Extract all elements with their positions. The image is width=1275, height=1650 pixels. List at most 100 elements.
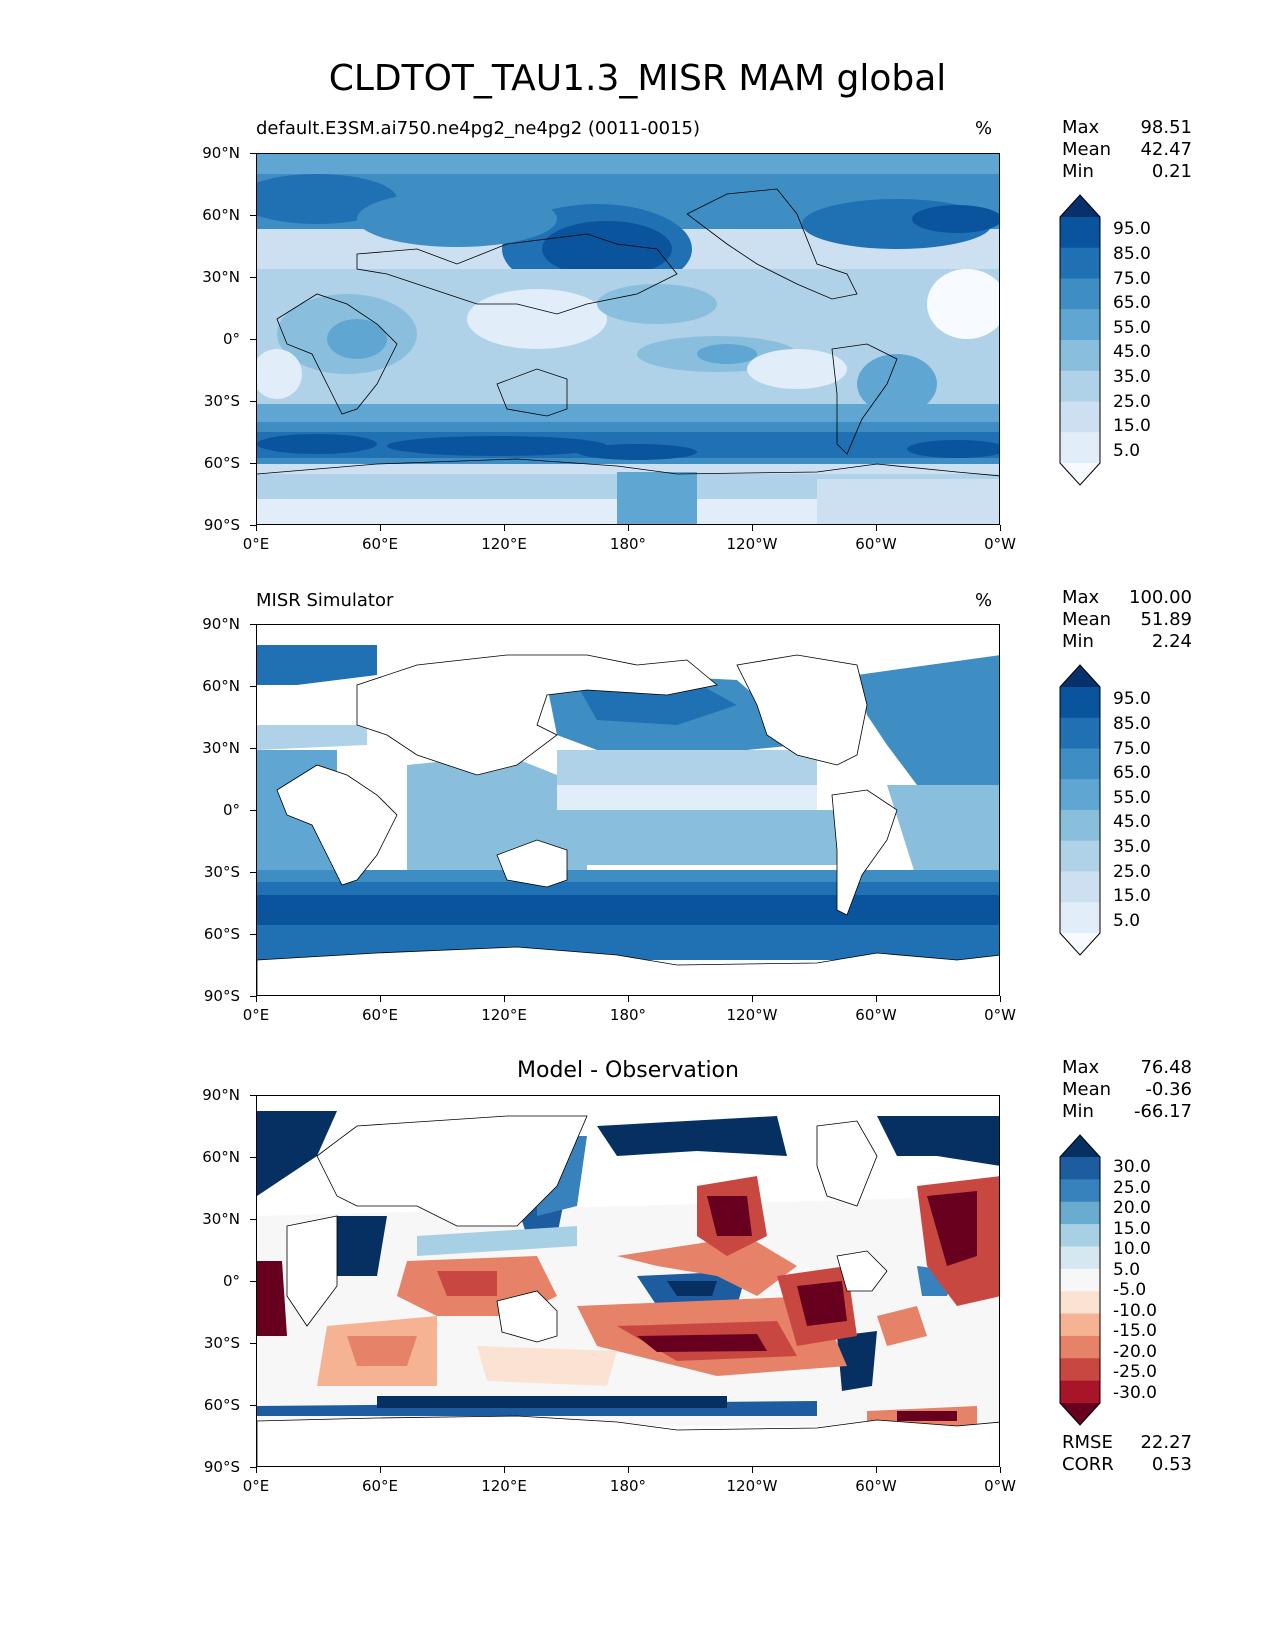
- lat-tick-label: 60°N: [202, 677, 240, 695]
- lat-tick-label: 30°N: [202, 268, 240, 286]
- colorbar-segment: [1060, 278, 1100, 310]
- colorbar-model: [1059, 194, 1104, 486]
- lon-tick-label: 120°E: [481, 535, 527, 553]
- lat-tick-label: 90°N: [202, 144, 240, 162]
- lat-tick: [250, 686, 256, 687]
- lon-tick: [876, 996, 877, 1002]
- lat-tick-label: 60°N: [202, 1148, 240, 1166]
- lon-tick: [504, 1467, 505, 1473]
- lat-tick: [250, 1095, 256, 1096]
- stat-label: Mean: [1062, 1079, 1112, 1100]
- colorbar-extend-min: [1060, 463, 1100, 485]
- colorbar-segment: [1060, 1246, 1100, 1270]
- stat-label: Mean: [1062, 609, 1112, 630]
- lon-tick-label: 180°: [609, 1477, 647, 1495]
- lat-tick: [250, 624, 256, 625]
- stat-value: 98.51: [1140, 117, 1192, 138]
- colorbar-segment: [1060, 217, 1100, 249]
- colorbar-level-label: -20.0: [1113, 1341, 1157, 1362]
- colorbar-level-label: 75.0: [1113, 738, 1151, 759]
- lon-tick: [504, 996, 505, 1002]
- lat-tick: [250, 748, 256, 749]
- stat-value: 0.21: [1151, 161, 1192, 182]
- lat-tick-label: 60°S: [203, 925, 240, 943]
- lon-tick: [752, 996, 753, 1002]
- colorbar-segment: [1060, 1268, 1100, 1292]
- stats-observation: Max 100.00 Mean 51.89 Min 2.24: [1062, 587, 1192, 653]
- colorbar-segment: [1060, 840, 1100, 872]
- land-mask: [257, 654, 999, 995]
- lat-tick-label: 0°: [222, 1272, 240, 1290]
- colorbar-level-label: 5.0: [1113, 440, 1141, 461]
- lon-tick: [380, 1467, 381, 1473]
- colorbar-outline: [1059, 1134, 1101, 1426]
- lon-tick: [380, 525, 381, 531]
- lat-tick-label: 0°: [222, 801, 240, 819]
- map-observation: [256, 624, 1000, 996]
- colorbar-segment: [1060, 1157, 1100, 1180]
- lon-tick-label: 60°E: [361, 1006, 399, 1024]
- colorbar-segment: [1060, 1224, 1100, 1247]
- lon-tick-label: 120°W: [726, 1006, 778, 1024]
- colorbar-outline: [1059, 194, 1101, 486]
- lon-tick-label: 60°W: [855, 535, 897, 553]
- lat-tick-label: 60°S: [203, 454, 240, 472]
- colorbar-segment: [1060, 1201, 1100, 1225]
- stat-label: Max: [1062, 1057, 1100, 1078]
- stat-value: 76.48: [1140, 1057, 1192, 1078]
- lon-tick-label: 120°E: [481, 1006, 527, 1024]
- stat-label: CORR: [1062, 1454, 1114, 1475]
- lat-tick-label: 30°S: [203, 392, 240, 410]
- lat-tick: [250, 934, 256, 935]
- colorbar-level-label: -25.0: [1113, 1362, 1157, 1383]
- lon-tick: [1000, 525, 1001, 531]
- panel-title-left: default.E3SM.ai750.ne4pg2_ne4pg2 (0011-0…: [256, 118, 701, 139]
- lon-tick: [1000, 1467, 1001, 1473]
- colorbar-segment: [1060, 810, 1100, 842]
- colorbar-segment: [1060, 1380, 1100, 1404]
- colorbar-level-label: 95.0: [1113, 219, 1151, 240]
- lon-tick-label: 0°W: [984, 535, 1016, 553]
- colorbar-segment: [1060, 779, 1100, 811]
- colorbar-level-label: -10.0: [1113, 1300, 1157, 1321]
- stat-value: 51.89: [1140, 609, 1192, 630]
- lon-tick: [752, 1467, 753, 1473]
- colorbar-level-label: 25.0: [1113, 391, 1151, 412]
- colorbar-level-label: 45.0: [1113, 812, 1151, 833]
- stat-value: 2.24: [1151, 631, 1192, 652]
- stat-label: Mean: [1062, 139, 1112, 160]
- colorbar-segment: [1060, 871, 1100, 903]
- colorbar-segment: [1060, 432, 1100, 464]
- lat-tick-label: 30°S: [203, 863, 240, 881]
- colorbar-level-label: -15.0: [1113, 1321, 1157, 1342]
- lat-tick: [250, 339, 256, 340]
- colorbar-segment: [1060, 1313, 1100, 1337]
- lat-tick: [250, 401, 256, 402]
- lon-tick: [504, 525, 505, 531]
- lon-tick: [1000, 996, 1001, 1002]
- colorbar-difference: [1059, 1134, 1104, 1426]
- panel-units: %: [975, 590, 993, 611]
- panel-units: %: [975, 118, 993, 139]
- lon-tick: [628, 525, 629, 531]
- lat-tick-label: 90°N: [202, 615, 240, 633]
- colorbar-segment: [1060, 687, 1100, 719]
- stat-value: 0.53: [1151, 1454, 1192, 1475]
- lon-tick-label: 120°W: [726, 1477, 778, 1495]
- stat-label: Min: [1062, 1101, 1094, 1122]
- lat-tick-label: 30°N: [202, 739, 240, 757]
- map-difference: [256, 1095, 1000, 1467]
- colorbar-level-label: 55.0: [1113, 787, 1151, 808]
- lat-tick-label: 0°: [222, 330, 240, 348]
- lat-tick: [250, 463, 256, 464]
- stats-difference: Max 76.48 Mean -0.36 Min -66.17: [1062, 1057, 1192, 1123]
- colorbar-level-label: -30.0: [1113, 1382, 1157, 1403]
- lat-tick-label: 30°S: [203, 1334, 240, 1352]
- colorbar-segment: [1060, 401, 1100, 433]
- lon-tick-label: 120°W: [726, 535, 778, 553]
- stat-label: Max: [1062, 587, 1100, 608]
- map-observation-field: [257, 625, 999, 995]
- lat-tick: [250, 1157, 256, 1158]
- colorbar-extend-max: [1060, 665, 1100, 687]
- stat-value: 42.47: [1140, 139, 1192, 160]
